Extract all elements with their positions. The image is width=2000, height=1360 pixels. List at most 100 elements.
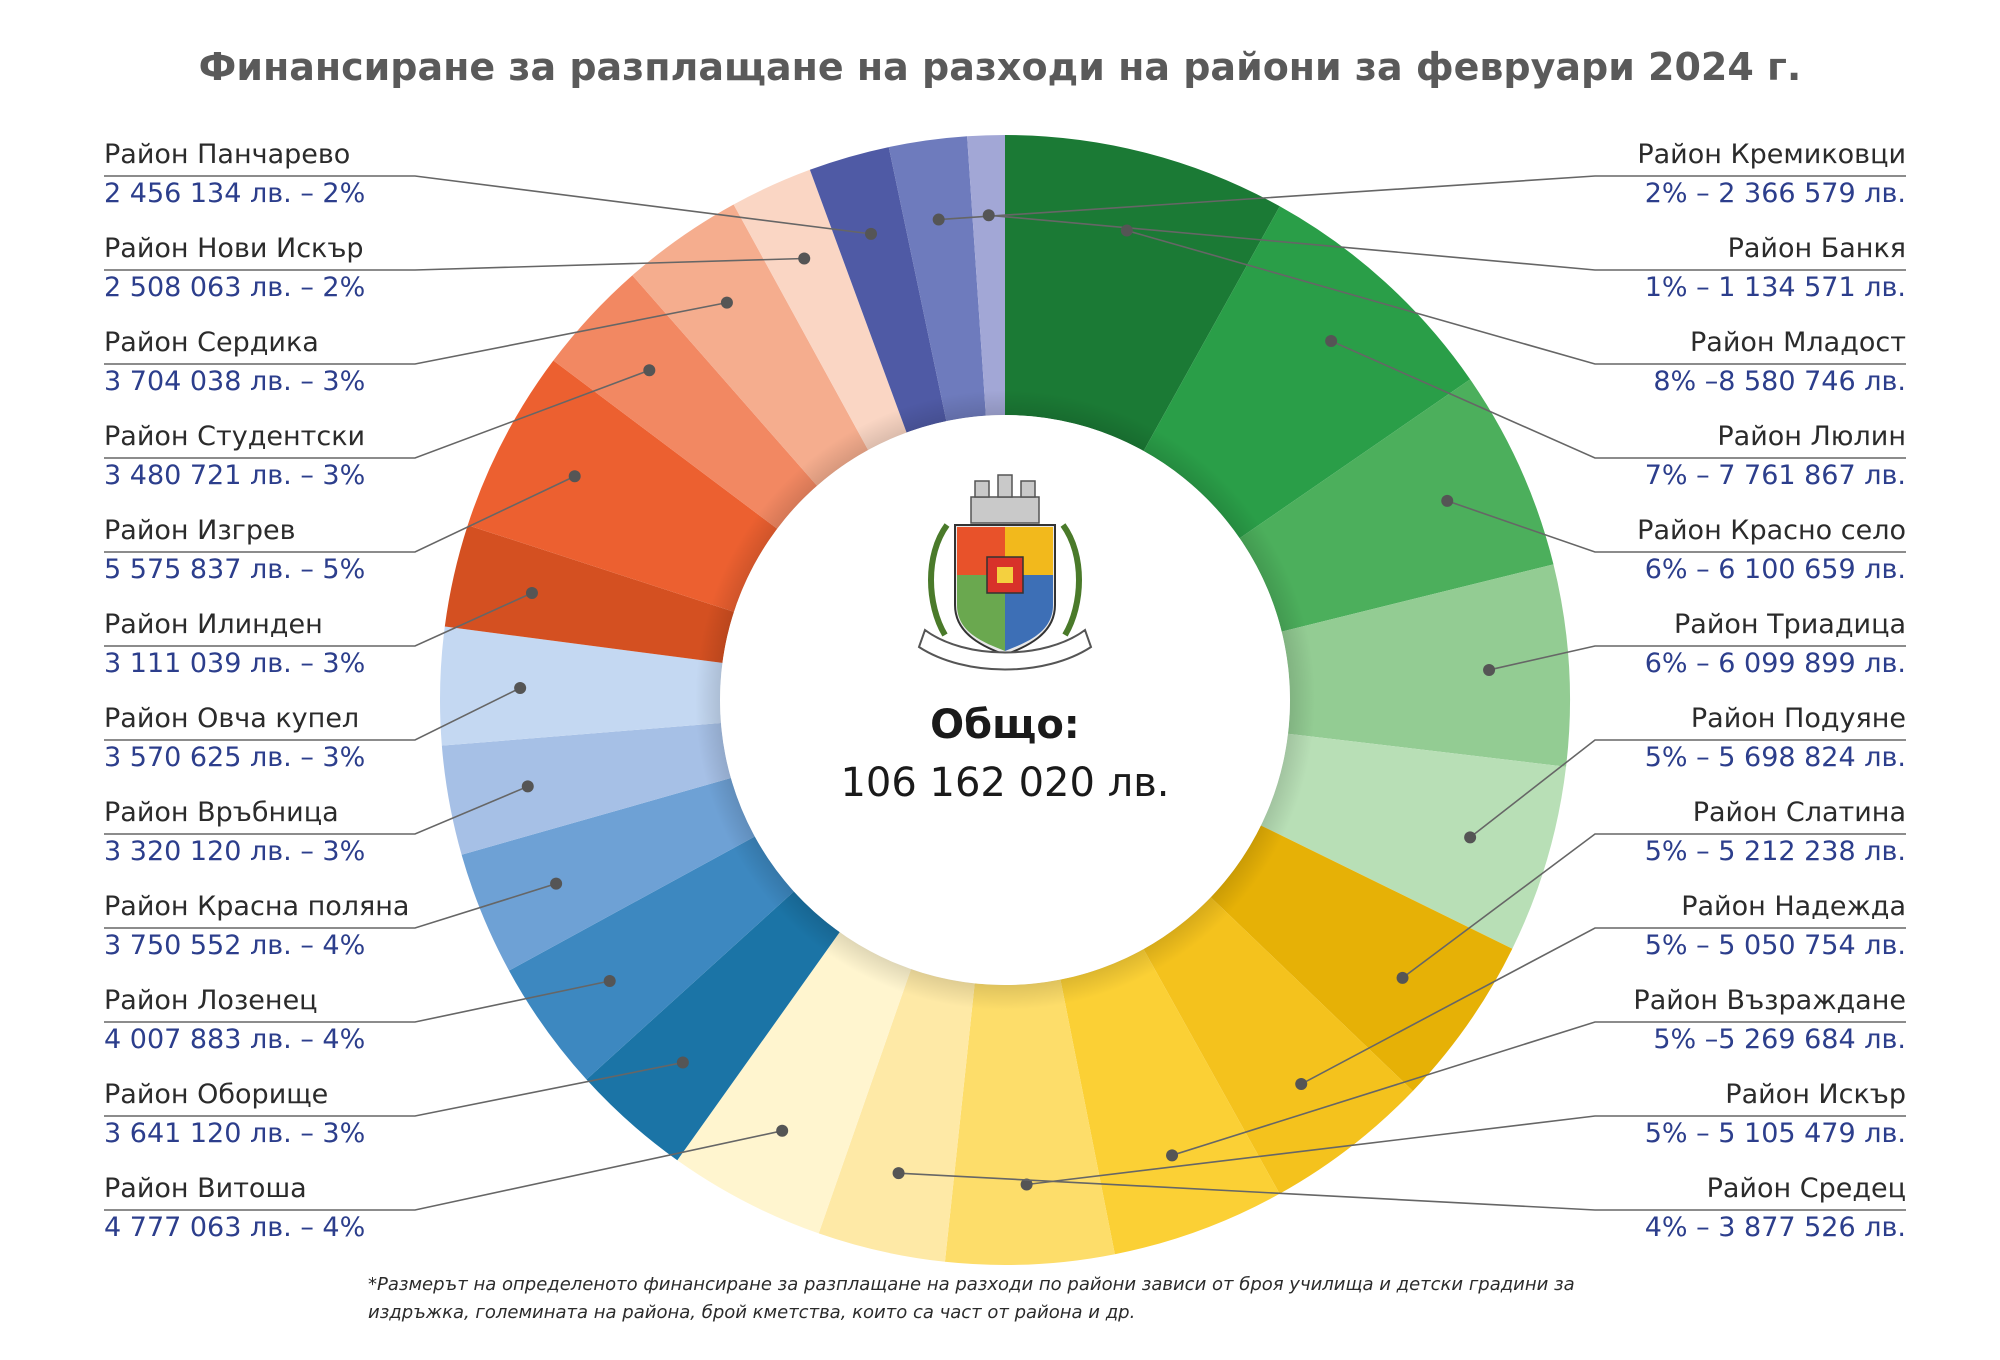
leader-dot-подуяне [1464,831,1477,844]
label-value-оборище: 3 641 120 лв. – 3% [104,1118,365,1149]
leader-line-оборище [104,1061,684,1117]
leader-dot-сердика [720,296,733,309]
slice-люлин [1143,206,1471,539]
slice-оборище [586,891,840,1161]
label-name-банкя: Район Банкя [1728,233,1906,264]
slice-кремиковци [888,136,986,422]
label-value-овча-купел: 3 570 625 лв. – 3% [104,742,365,773]
center-hole [720,415,1290,985]
label-value-връбница: 3 320 120 лв. – 3% [104,836,365,867]
leader-line-панчарево [104,175,872,235]
label-value-нови-искър: 2 508 063 лв. – 2% [104,272,365,303]
leader-dot-илинден [525,586,538,599]
label-value-люлин: 7% – 7 761 867 лв. [1645,460,1906,491]
donut-slices [440,135,1570,1265]
label-name-възраждане: Район Възраждане [1633,985,1906,1016]
label-name-подуяне: Район Подуяне [1691,703,1906,734]
leader-dot-овча-купел [514,681,527,694]
leader-line-овча-купел [104,687,521,741]
leader-line-сердика [104,301,728,365]
slice-изгрев [467,360,778,612]
leader-line-кремиковци [938,175,1906,221]
leader-line-слатина [1402,833,1906,979]
leader-dot-нови-искър [798,252,811,265]
footnote-line-1: *Размерът на определеното финансиране за… [368,1274,1575,1295]
label-value-младост: 8% –8 580 746 лв. [1653,366,1906,397]
label-name-илинден: Район Илинден [104,609,323,640]
label-name-средец: Район Средец [1707,1173,1906,1204]
leader-line-възраждане [1171,1021,1906,1157]
leader-dot-лозенец [603,975,616,988]
label-value-средец: 4% – 3 877 526 лв. [1645,1212,1906,1243]
sofia-coat-of-arms-icon [917,474,1093,671]
label-name-искър: Район Искър [1725,1079,1906,1110]
leader-line-триадица [1488,645,1906,671]
label-name-студентски: Район Студентски [104,421,365,452]
label-value-триадица: 6% – 6 099 899 лв. [1645,648,1906,679]
leader-line-средец [898,1172,1906,1211]
slice-овча-купел [440,626,723,746]
label-value-искър: 5% – 5 105 479 лв. [1645,1118,1906,1149]
leader-dot-надежда [1295,1078,1308,1091]
label-value-илинден: 3 111 039 лв. – 3% [104,648,365,679]
label-value-студентски: 3 480 721 лв. – 3% [104,460,365,491]
slice-красна-поляна [461,778,755,971]
label-value-красна-поляна: 3 750 552 лв. – 4% [104,930,365,961]
slice-подуяне [1260,733,1567,949]
slice-нови-искър [733,169,907,451]
label-value-изгрев: 5 575 837 лв. – 5% [104,554,365,585]
leader-line-надежда [1300,927,1906,1085]
slice-възраждане [1060,949,1280,1255]
leader-dot-кремиковци [932,213,945,226]
leader-dot-възраждане [1166,1149,1179,1162]
leader-line-подуяне [1469,739,1906,839]
label-value-кремиковци: 2% – 2 366 579 лв. [1645,178,1906,209]
label-name-надежда: Район Надежда [1681,891,1906,922]
label-name-лозенец: Район Лозенец [104,985,318,1016]
leader-lines [104,175,1906,1211]
slice-студентски [553,275,818,529]
label-value-слатина: 5% – 5 212 238 лв. [1645,836,1906,867]
label-name-сердика: Район Сердика [104,327,319,358]
chart-title: Финансиране за разплащане на разходи на … [199,45,1802,89]
slice-лозенец [509,836,794,1080]
center-label: Общо: [930,702,1080,748]
slice-банкя [967,135,1005,416]
leader-dot-изгрев [568,470,581,483]
label-value-банкя: 1% – 1 134 571 лв. [1645,272,1906,303]
label-name-оборище: Район Оборище [104,1079,328,1110]
slice-сердика [632,204,869,486]
leader-dot-младост [1120,224,1133,237]
label-value-възраждане: 5% –5 269 684 лв. [1653,1024,1906,1055]
leader-line-красна-поляна [104,882,557,929]
footnote-line-2: издръжка, големината на района, брой кме… [368,1302,1135,1323]
label-name-младост: Район Младост [1690,327,1906,358]
label-value-подуяне: 5% – 5 698 824 лв. [1645,742,1906,773]
slice-красно-село [1239,379,1554,632]
leader-line-изгрев [104,475,576,553]
label-value-красно-село: 6% – 6 100 659 лв. [1645,554,1906,585]
leader-line-лозенец [104,980,610,1023]
leader-line-студентски [104,369,650,459]
slice-илинден [444,525,734,663]
label-name-овча-купел: Район Овча купел [104,703,359,734]
label-value-сердика: 3 704 038 лв. – 3% [104,366,365,397]
leader-dot-витоша [776,1124,789,1137]
leader-line-искър [1026,1115,1906,1186]
label-name-изгрев: Район Изгрев [104,515,296,546]
slice-средец [818,969,975,1262]
center-value: 106 162 020 лв. [840,760,1169,806]
label-name-нови-искър: Район Нови Искър [104,233,364,264]
leader-dot-красно-село [1441,494,1454,507]
leader-dot-триадица [1483,663,1496,676]
leader-dot-оборище [676,1056,689,1069]
slice-връбница [441,723,731,855]
leader-dot-люлин [1325,335,1338,348]
labels-left: Район Панчарево 2 456 134 лв. – 2% Район Н… [104,139,409,1243]
label-name-витоша: Район Витоша [104,1173,307,1204]
slice-панчарево [809,147,947,433]
leader-dot-студентски [643,364,656,377]
label-value-витоша: 4 777 063 лв. – 4% [104,1212,365,1243]
leader-line-връбница [104,785,529,835]
